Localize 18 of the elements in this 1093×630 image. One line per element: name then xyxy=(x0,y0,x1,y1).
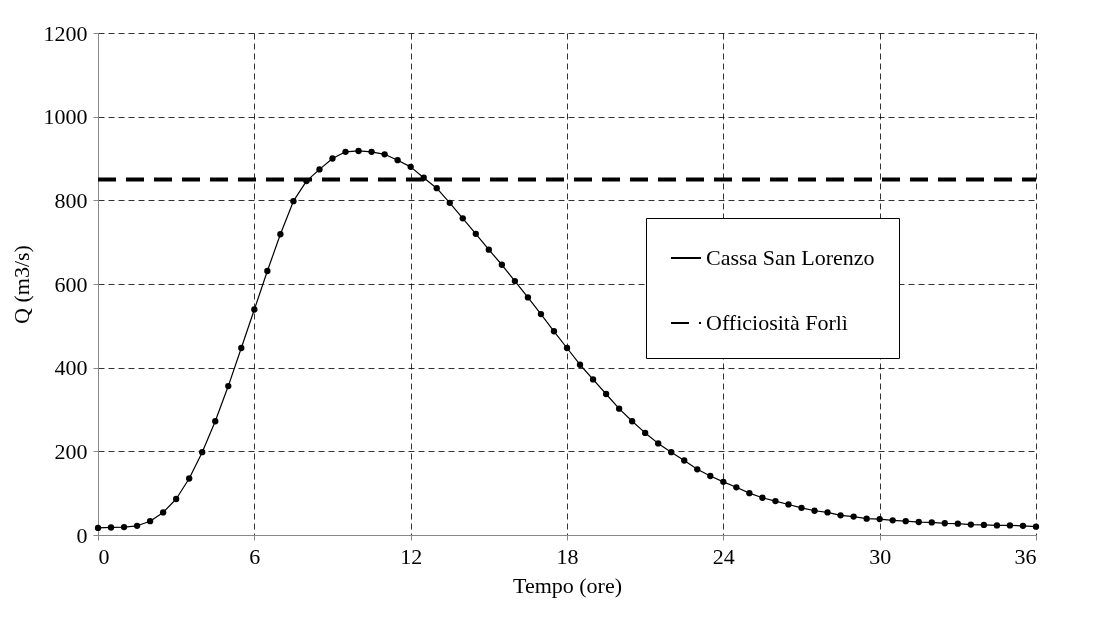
x-tick-label: 30 xyxy=(869,543,892,569)
x-axis-title: Tempo (ore) xyxy=(512,572,623,598)
x-tick-label: 0 xyxy=(98,543,110,569)
y-axis-title: Q (m3/s) xyxy=(8,245,34,324)
y-tick-label: 1000 xyxy=(43,104,88,130)
y-tick-label: 0 xyxy=(76,522,88,548)
y-tick-label: 800 xyxy=(54,187,88,213)
y-tick-label: 400 xyxy=(54,355,88,381)
x-tick-label: 24 xyxy=(712,543,735,569)
legend-label: Officiosità Forlì xyxy=(706,310,848,335)
y-tick-label: 600 xyxy=(54,271,88,297)
y-tick-label: 1200 xyxy=(43,20,88,46)
x-tick-label: 36 xyxy=(1014,543,1037,569)
legend-label: Cassa San Lorenzo xyxy=(706,245,875,270)
x-tick-label: 12 xyxy=(400,543,423,569)
x-tick-label: 18 xyxy=(556,543,579,569)
x-tick-label: 6 xyxy=(249,543,261,569)
y-tick-label: 200 xyxy=(54,438,88,464)
